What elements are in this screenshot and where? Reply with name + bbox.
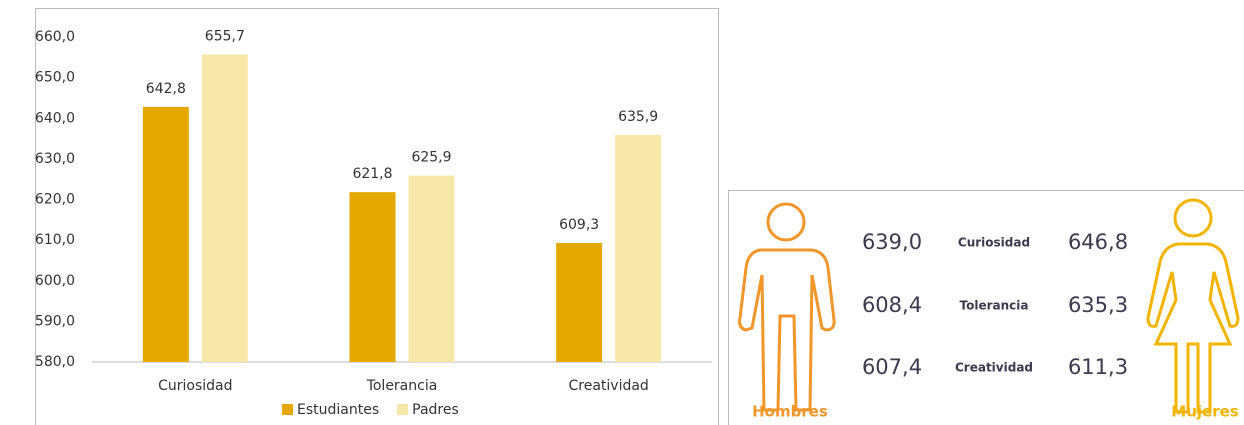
mujeres-value: 611,3 — [1068, 355, 1128, 379]
y-tick-label: 640,0 — [35, 110, 75, 126]
legend-swatch — [397, 404, 409, 415]
y-tick-label: 620,0 — [35, 192, 75, 208]
y-tick-label: 580,0 — [35, 354, 75, 370]
mujeres-value: 646,8 — [1068, 230, 1128, 254]
y-tick-label: 610,0 — [35, 232, 75, 248]
hombres-value: 608,4 — [862, 293, 922, 317]
hombres-value: 639,0 — [862, 230, 922, 254]
y-tick-label: 650,0 — [35, 70, 75, 86]
bar — [556, 242, 603, 362]
x-tick-label: Curiosidad — [158, 378, 232, 394]
panel-frame — [728, 190, 1244, 425]
legend-label: Estudiantes — [297, 402, 379, 418]
x-tick-label: Creatividad — [569, 378, 649, 394]
bar — [142, 106, 189, 362]
bar — [408, 175, 455, 362]
y-tick-label: 630,0 — [35, 151, 75, 167]
row-label: Curiosidad — [958, 236, 1030, 250]
y-tick-label: 600,0 — [35, 273, 75, 289]
chart-frame — [35, 8, 719, 425]
y-tick-label: 590,0 — [35, 313, 75, 329]
value-label: 635,9 — [618, 109, 658, 125]
value-label: 609,3 — [559, 217, 599, 233]
woman-icon — [1146, 198, 1240, 414]
row-label: Tolerancia — [960, 299, 1029, 313]
x-tick-label: Tolerancia — [366, 378, 438, 394]
mujeres-value: 635,3 — [1068, 293, 1128, 317]
y-tick-label: 660,0 — [35, 29, 75, 45]
value-label: 625,9 — [411, 150, 451, 166]
bar — [201, 54, 248, 362]
right-label: Mujeres — [1171, 403, 1238, 421]
row-label: Creatividad — [955, 361, 1033, 375]
left-label: Hombres — [752, 403, 828, 421]
man-icon — [738, 202, 836, 412]
bar — [615, 134, 662, 362]
value-label: 655,7 — [205, 28, 245, 44]
value-label: 621,8 — [352, 166, 392, 182]
value-label: 642,8 — [146, 81, 186, 97]
legend-swatch — [282, 404, 293, 415]
bar — [349, 192, 396, 362]
hombres-value: 607,4 — [862, 355, 922, 379]
legend-label: Padres — [412, 402, 459, 418]
